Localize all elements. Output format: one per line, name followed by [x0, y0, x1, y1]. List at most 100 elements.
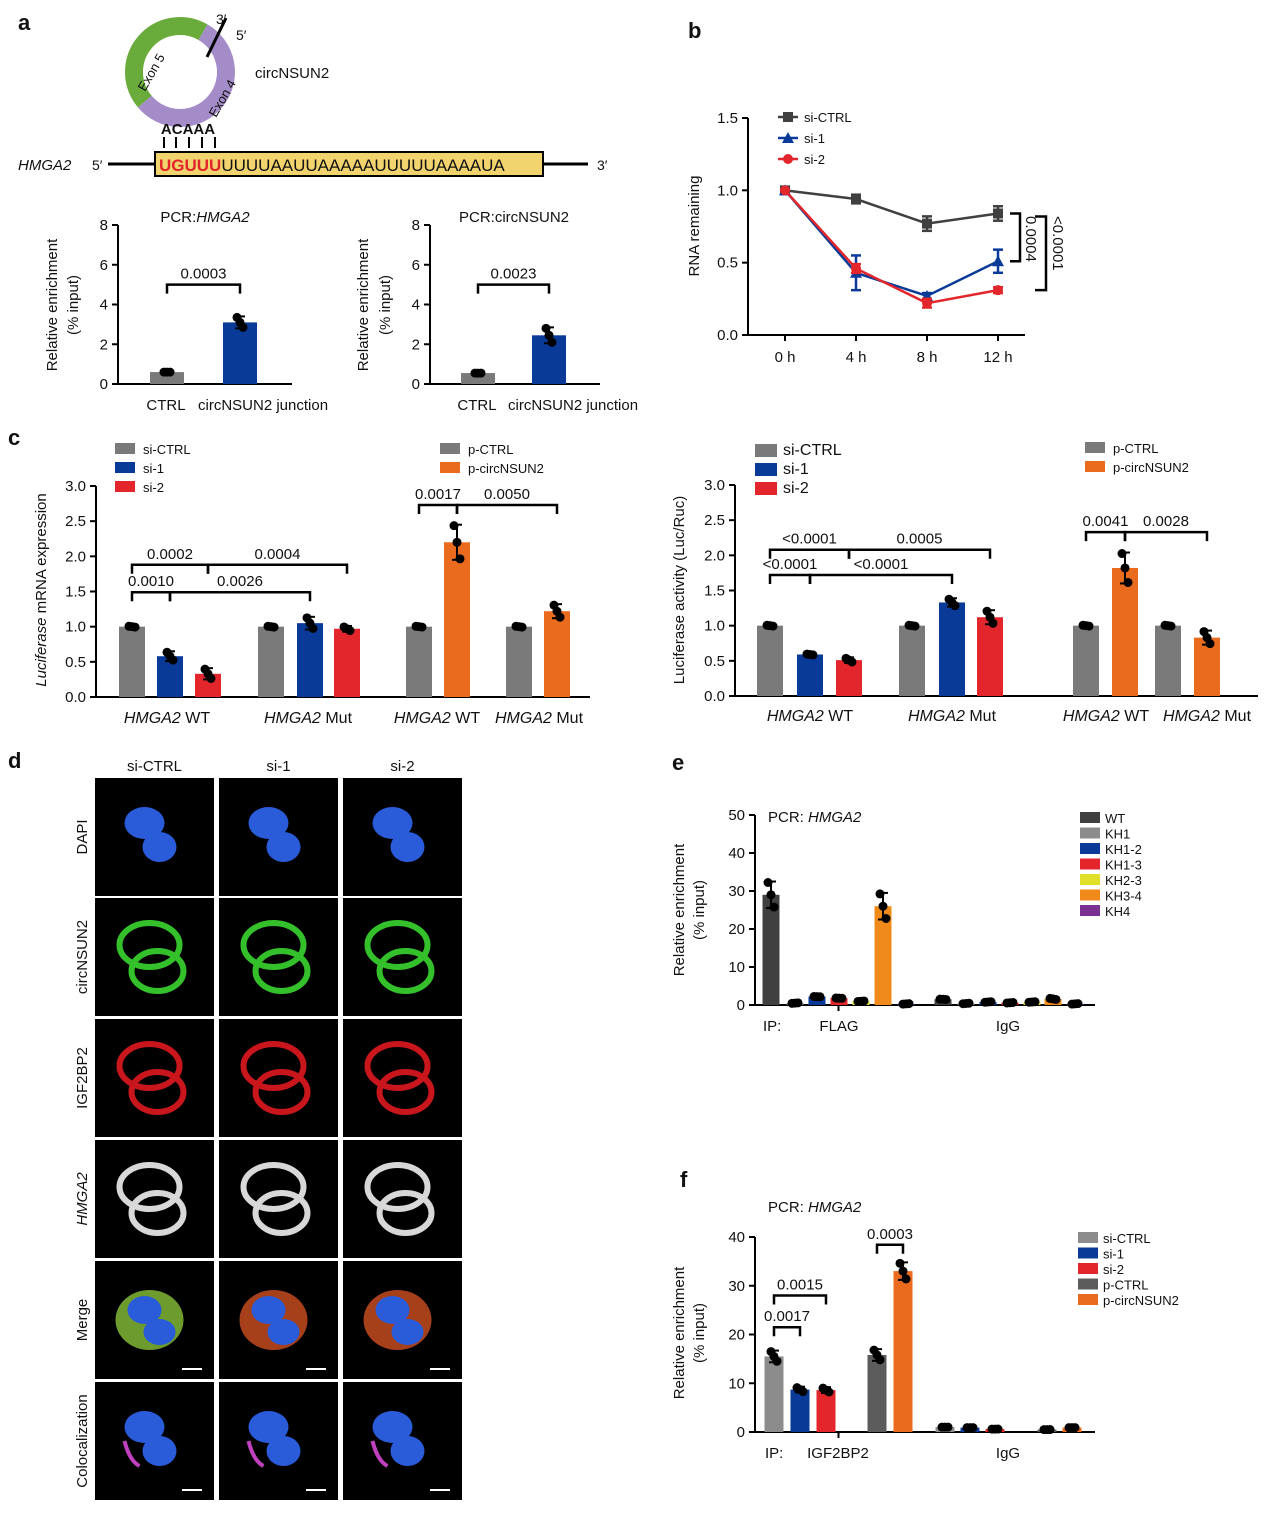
- nucleus: [375, 1296, 410, 1324]
- data-point: [875, 1355, 885, 1365]
- group-suffix: Mut: [321, 710, 353, 727]
- legend-swatch: [1078, 1247, 1098, 1259]
- p-value-label: 0.0004: [1022, 216, 1039, 262]
- legend-label: si-2: [804, 152, 825, 167]
- bar: [790, 1389, 810, 1432]
- legend-swatch: [1085, 442, 1105, 453]
- bar: [461, 373, 495, 384]
- data-point: [986, 997, 996, 1007]
- seed-match: UGUUU: [159, 156, 221, 175]
- bar: [893, 1271, 913, 1432]
- chart-b: 0.0 0.5 1.0 1.5 0 h 4 h 8 h 12 h RNA remaining si…: [686, 110, 1066, 366]
- p-value-label: <0.0001: [782, 531, 837, 548]
- data-point: [901, 1274, 911, 1284]
- image-tile: [219, 898, 338, 1016]
- bar: [544, 611, 570, 697]
- bar: [939, 602, 965, 696]
- data-point: [544, 330, 554, 340]
- microscopy-grid: si-CTRL si-1 si-2 DAPI circNSUN2 IGF2BP2 HMGA2…: [74, 758, 462, 1500]
- label: 3′: [216, 11, 227, 27]
- p-value-label: 0.0023: [491, 266, 537, 283]
- data-point: [988, 618, 998, 628]
- micrograph-circnsun2: [219, 898, 338, 1016]
- cell-signal: [116, 920, 183, 970]
- legend-label: KH1-2: [1105, 842, 1142, 857]
- label: 5′: [236, 27, 247, 43]
- label: 3′: [597, 157, 608, 173]
- chart-e: 0 10 20 30 40 50 Relative enrichment (% input) P…: [671, 807, 1142, 1035]
- y-axis-label: (% input): [65, 275, 82, 335]
- nucleus: [127, 1296, 162, 1324]
- legend-label: KH1-3: [1105, 858, 1142, 873]
- data-point: [878, 901, 888, 911]
- column-label: si-2: [390, 758, 414, 775]
- category-label: circNSUN2 junction: [508, 397, 638, 414]
- legend-swatch: [1085, 461, 1105, 472]
- bar: [836, 660, 862, 696]
- p-value-label: 0.0050: [484, 486, 530, 503]
- micrograph-colocalization: [343, 1382, 462, 1500]
- data-point: [992, 255, 1004, 267]
- chart-title: PCR: HMGA2: [768, 809, 862, 826]
- image-tile: [343, 1140, 462, 1258]
- legend-swatch: [1078, 1232, 1098, 1243]
- nucleus: [248, 1411, 289, 1443]
- data-point: [993, 285, 1003, 296]
- data-point: [206, 673, 216, 683]
- bar: [1155, 625, 1181, 696]
- exon4-arc: [137, 24, 235, 127]
- legend-swatch: [1078, 1263, 1098, 1274]
- y-axis-label: (% input): [377, 275, 394, 335]
- legend-label: p-CTRL: [468, 442, 514, 457]
- legend-swatch: [1080, 874, 1100, 885]
- legend-label: p-circNSUN2: [1113, 460, 1189, 475]
- y-tick-label: 1.5: [65, 584, 86, 601]
- significance-bracket: [1010, 212, 1022, 263]
- data-point: [968, 1423, 978, 1433]
- legend-marker: [783, 154, 793, 164]
- data-point: [1117, 549, 1127, 559]
- micrograph-dapi: [219, 778, 338, 896]
- significance-bracket: [768, 573, 812, 585]
- y-tick-label: 2.0: [65, 548, 86, 565]
- row-label: DAPI: [74, 819, 91, 854]
- cell-signal: [240, 920, 307, 970]
- bar: [762, 894, 780, 1005]
- micrograph-circnsun2: [95, 898, 214, 1016]
- nucleus: [251, 1296, 286, 1324]
- nucleus: [266, 1436, 301, 1466]
- data-point: [449, 521, 459, 531]
- bar: [867, 1354, 887, 1432]
- data-point: [1166, 621, 1176, 631]
- bar: [1073, 625, 1099, 696]
- data-point: [547, 337, 557, 347]
- bar: [977, 617, 1003, 696]
- y-tick-label: 0.5: [704, 653, 725, 670]
- legend-label: si-2: [143, 480, 164, 495]
- cell-signal: [240, 1162, 307, 1212]
- data-point: [1123, 577, 1133, 587]
- data-point: [769, 902, 779, 912]
- colocalization-signal: [122, 1440, 141, 1468]
- data-point: [910, 621, 920, 631]
- p-value-label: 0.0015: [777, 1277, 823, 1294]
- row-label: Merge: [74, 1299, 91, 1342]
- micrograph-igf2bp2: [95, 1019, 214, 1137]
- group-label: IGF2BP2: [807, 1445, 869, 1462]
- legend-swatch: [1080, 812, 1100, 823]
- bar: [297, 623, 323, 697]
- bar: [119, 626, 145, 697]
- data-point: [766, 890, 776, 900]
- data-point: [859, 996, 869, 1006]
- group-suffix: WT: [1120, 708, 1150, 725]
- column-label: si-CTRL: [127, 758, 182, 775]
- significance-bracket: [455, 503, 559, 514]
- nucleus: [142, 1436, 177, 1466]
- bar: [764, 1356, 784, 1432]
- group-suffix: WT: [451, 710, 481, 727]
- image-tile: [343, 1019, 462, 1137]
- y-tick-label: 0.5: [65, 654, 86, 671]
- seq-rest: UUUUAAUUAAAAAUUUUUAAAAUA: [221, 156, 505, 175]
- bar: [797, 654, 823, 696]
